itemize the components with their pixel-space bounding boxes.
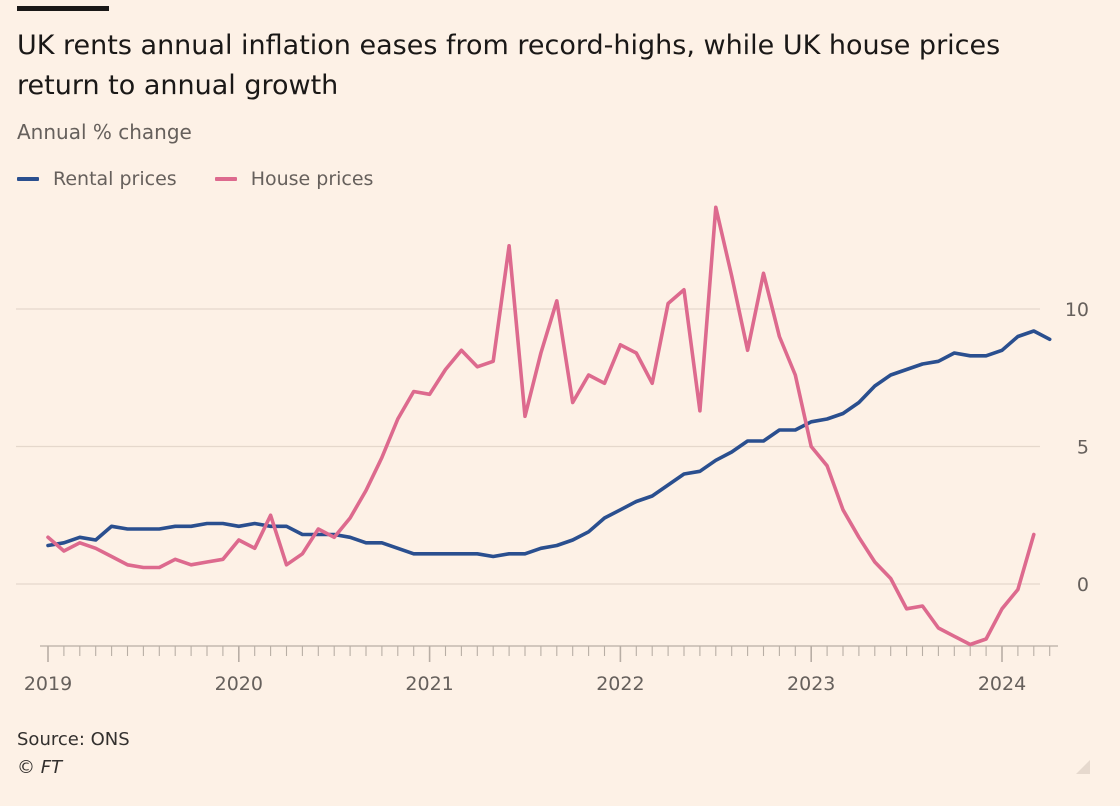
ft-top-rule <box>17 6 109 11</box>
x-tick-label: 2019 <box>24 673 72 695</box>
chart-subtitle: Annual % change <box>17 120 192 144</box>
copyright-note: © FT <box>17 757 63 778</box>
y-tick-label: 5 <box>1077 437 1089 459</box>
chart-title: UK rents annual inflation eases from rec… <box>17 30 1001 101</box>
legend-swatch-rental <box>17 177 39 181</box>
legend-item-house: House prices <box>214 168 374 190</box>
y-tick-label: 0 <box>1077 574 1089 596</box>
resize-corner-icon <box>1076 760 1090 774</box>
source-note: Source: ONS <box>17 729 130 750</box>
x-tick-label: 2023 <box>787 673 835 695</box>
series-line-rental-prices <box>46 329 1052 559</box>
y-tick-label: 10 <box>1065 299 1089 321</box>
x-tick-label: 2020 <box>215 673 263 695</box>
legend-label-rental: Rental prices <box>53 168 177 190</box>
legend-item-rental: Rental prices <box>17 168 177 190</box>
x-tick-label: 2021 <box>405 673 453 695</box>
legend-label-house: House prices <box>250 168 374 190</box>
line-chart: 0 5 10 2019 2020 2021 2022 2023 2024 <box>16 205 1089 695</box>
x-tick-label: 2022 <box>596 673 644 695</box>
legend-swatch-house <box>214 177 237 181</box>
legend: Rental prices House prices <box>17 168 411 190</box>
x-tick-label: 2024 <box>978 673 1026 695</box>
series-line-house-prices <box>46 205 1036 647</box>
